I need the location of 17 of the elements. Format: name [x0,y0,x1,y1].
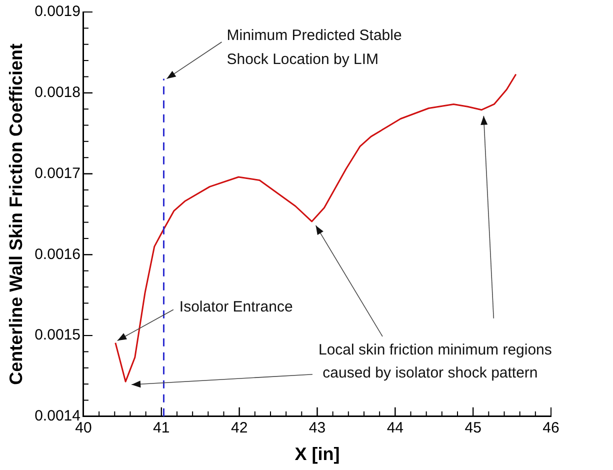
y-tick-label: 0.0017 [34,164,80,182]
x-tick-label: 40 [75,420,92,437]
x-tick-label: 46 [542,420,560,437]
y-tick-label: 0.0018 [34,84,80,102]
x-tick-label: 41 [153,420,170,437]
annotation: Isolator Entrance [179,298,293,316]
y-tick-label: 0.0015 [34,326,80,344]
x-axis-title: X [in] [294,444,340,464]
annotation: Local skin friction minimum regions caused by isolator shock pattern [318,342,552,382]
y-axis-title: Centerline Wall Skin Friction Coefficient [6,44,26,385]
x-tick-label: 42 [230,420,248,437]
y-tick-label: 0.0016 [34,246,80,263]
x-tick-label: 45 [464,420,482,437]
x-tick-label: 43 [308,420,326,437]
y-tick-label: 0.0019 [34,3,80,20]
x-tick-label: 44 [386,420,404,437]
ref-line-label: Minimum Predicted Stable Shock Location by LIM [226,27,402,68]
